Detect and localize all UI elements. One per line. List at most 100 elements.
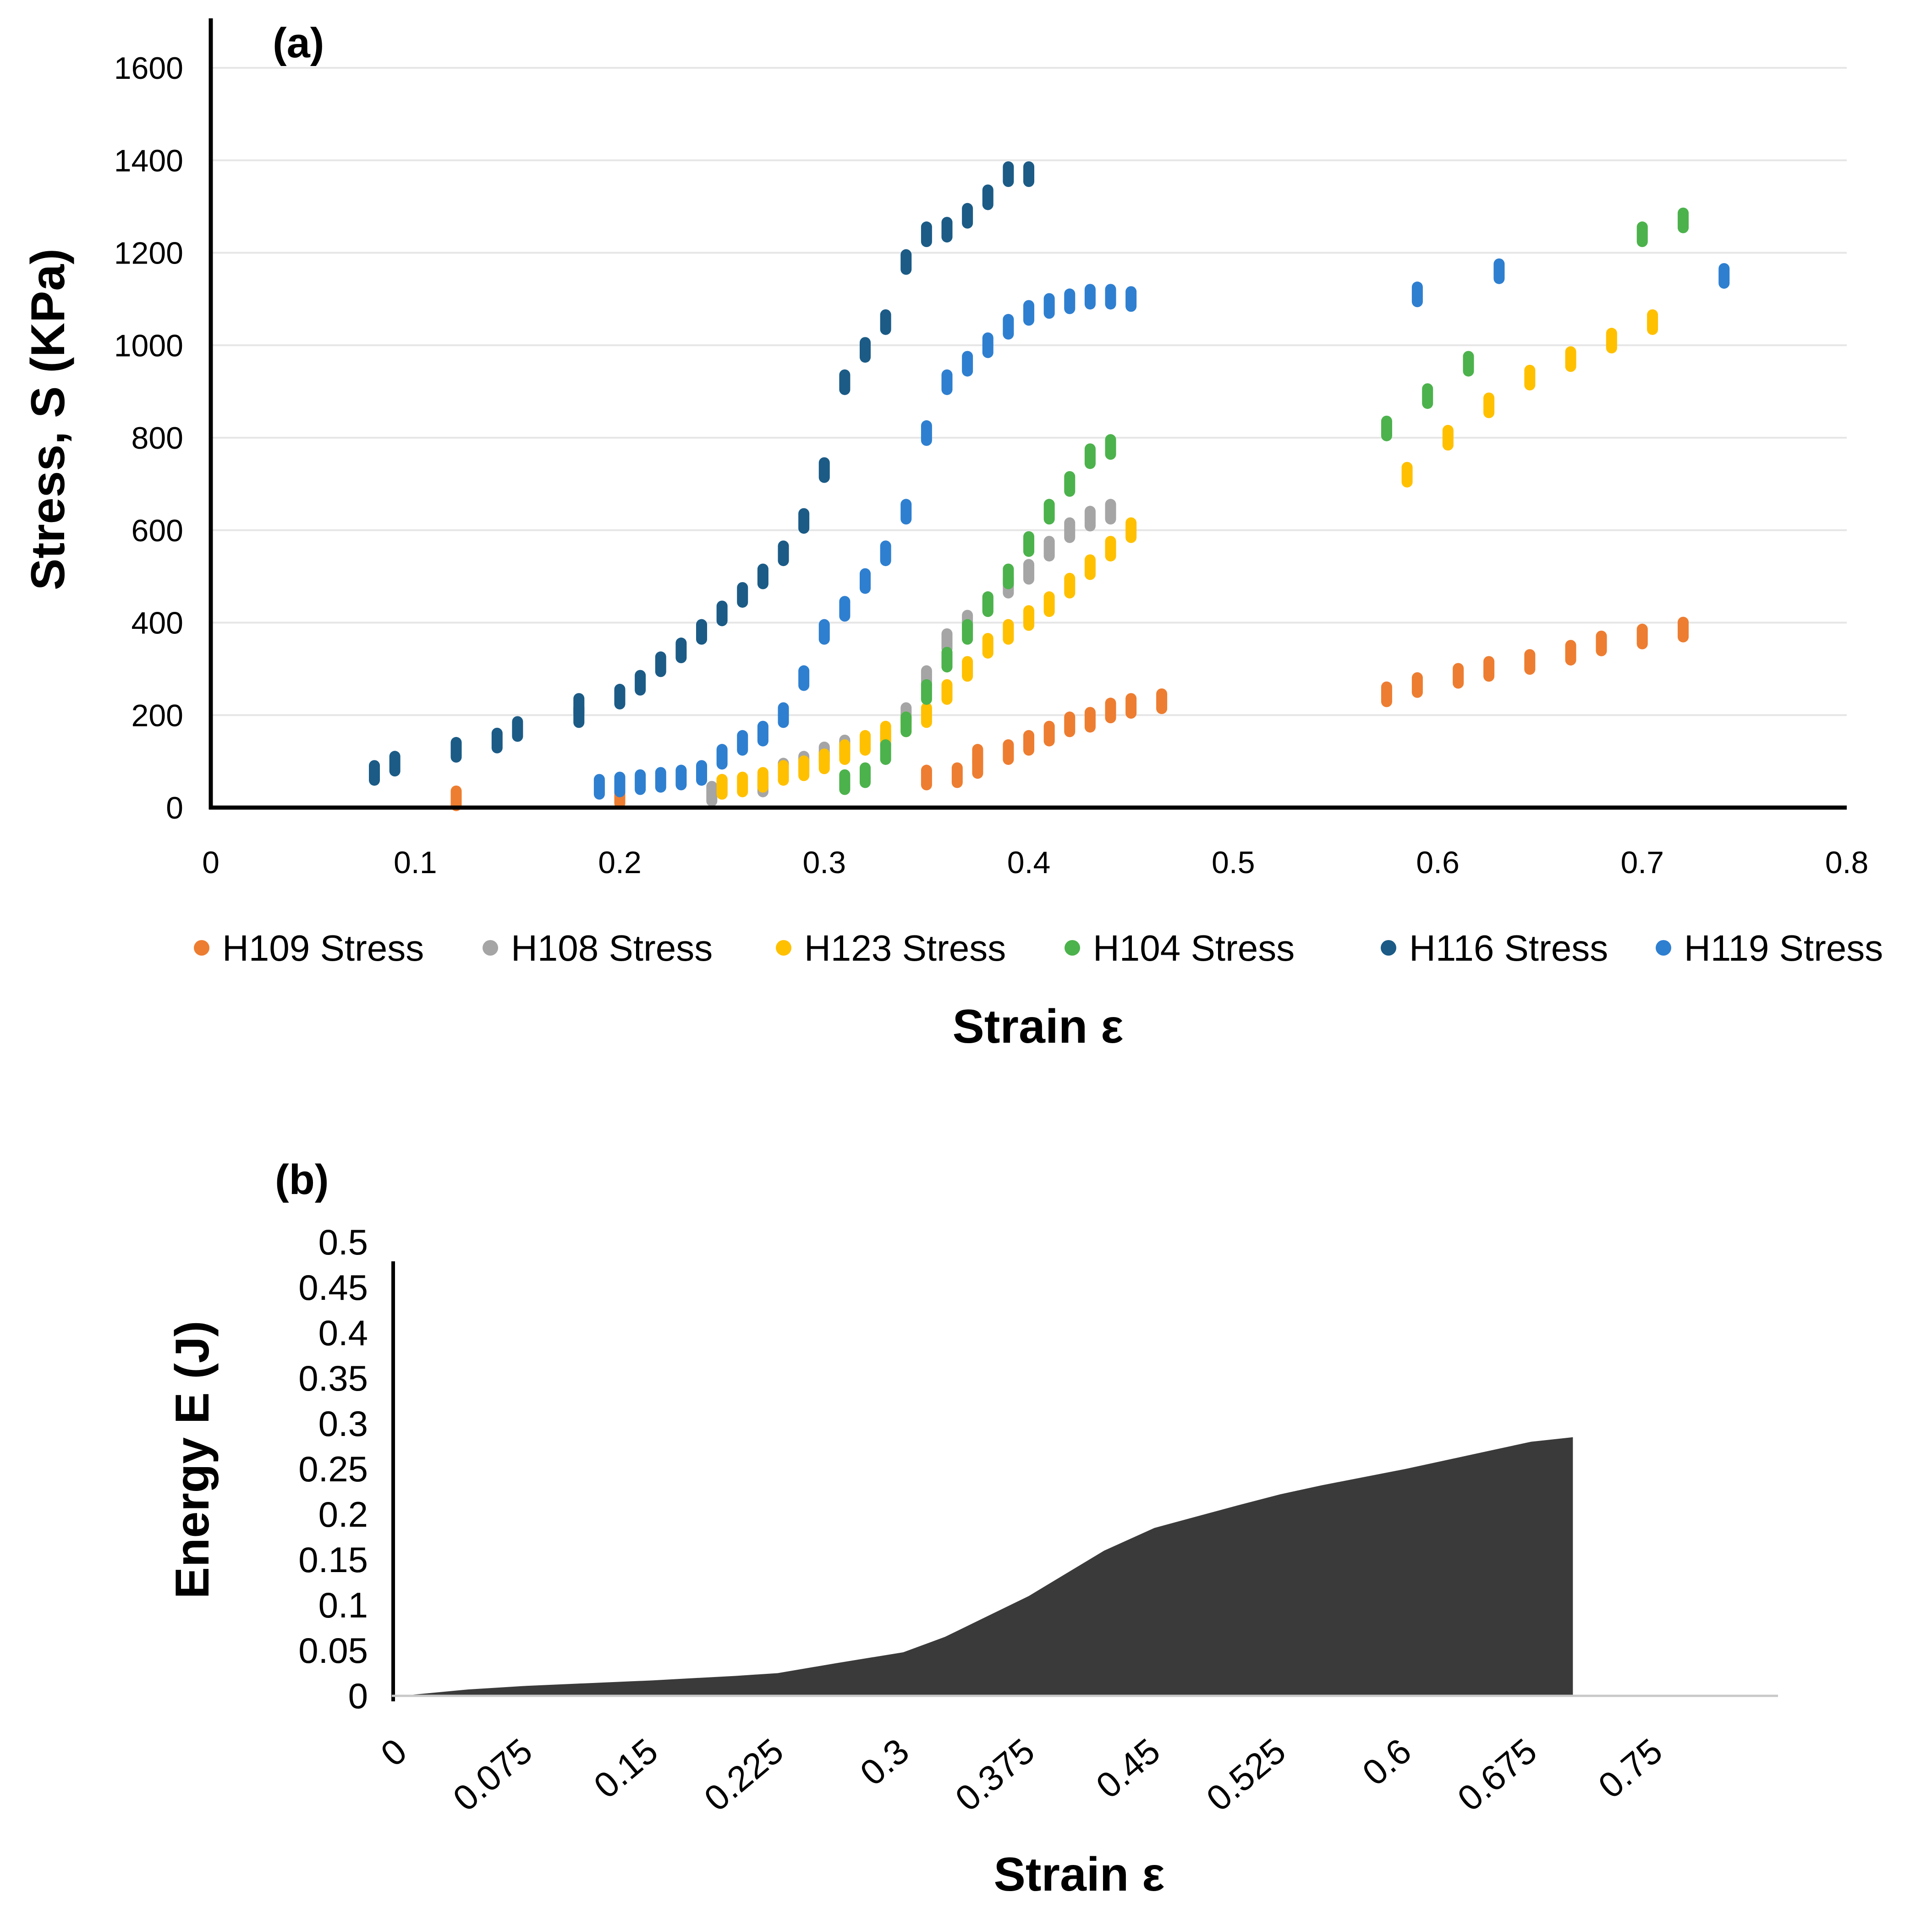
data-point xyxy=(573,693,585,719)
legend-label: H116 Stress xyxy=(1409,928,1608,968)
data-point xyxy=(757,563,768,589)
data-point xyxy=(1023,161,1034,187)
data-point xyxy=(1023,730,1034,756)
legend-label: H104 Stress xyxy=(1093,928,1295,968)
data-point xyxy=(1003,619,1014,645)
data-point xyxy=(921,764,932,791)
data-point xyxy=(512,716,523,742)
data-point xyxy=(1084,707,1096,733)
legend-marker xyxy=(194,940,209,956)
data-point xyxy=(962,656,973,682)
data-point xyxy=(798,755,810,781)
data-point xyxy=(1606,328,1617,354)
y-tick-label: 0.45 xyxy=(298,1267,368,1308)
data-point xyxy=(1064,517,1076,543)
legend-marker xyxy=(776,940,791,956)
data-point xyxy=(1422,383,1433,409)
data-point xyxy=(1105,284,1116,310)
data-point xyxy=(757,720,768,747)
x-tick-label: 0.225 xyxy=(697,1731,791,1819)
x-tick-label: 0.3 xyxy=(852,1731,917,1793)
legend-item-h119-stress: H119 Stress xyxy=(1656,928,1883,968)
data-point xyxy=(716,600,728,627)
panel-b-x-axis-title: Strain ε xyxy=(994,1848,1165,1901)
y-tick-label: 0.3 xyxy=(318,1403,368,1444)
series-h108-stress xyxy=(706,499,1116,807)
x-tick-label: 0.675 xyxy=(1450,1731,1544,1819)
data-point xyxy=(1647,309,1658,335)
data-point xyxy=(1023,559,1034,585)
y-tick-label: 400 xyxy=(132,606,183,641)
data-point xyxy=(1524,364,1536,390)
y-tick-label: 0.05 xyxy=(298,1630,368,1671)
x-tick-label: 0.525 xyxy=(1199,1731,1293,1819)
x-tick-label: 0.2 xyxy=(598,845,642,880)
panel-a-x-tick-labels: 0 0.1 0.2 0.3 0.4 0.5 0.6 0.7 0.8 xyxy=(202,845,1868,880)
x-tick-label: 0.45 xyxy=(1088,1731,1168,1806)
legend-marker xyxy=(483,940,498,956)
data-point xyxy=(860,337,871,363)
data-point xyxy=(1411,281,1423,308)
data-point xyxy=(706,781,718,807)
data-point xyxy=(1043,591,1055,617)
legend-label: H109 Stress xyxy=(222,928,424,968)
panel-a-y-tick-labels: 0 200 400 600 800 1000 1200 1400 1600 xyxy=(114,51,183,825)
series-h123-stress xyxy=(716,309,1658,800)
data-point xyxy=(818,619,830,645)
data-point xyxy=(614,683,626,710)
data-point xyxy=(696,760,707,786)
x-tick-label: 0.5 xyxy=(1212,845,1255,880)
data-point xyxy=(798,508,810,534)
data-point xyxy=(450,737,462,763)
y-tick-label: 600 xyxy=(132,513,183,548)
data-point xyxy=(655,767,666,793)
y-tick-label: 0.25 xyxy=(298,1449,368,1489)
data-point xyxy=(941,679,953,705)
series-h104-stress xyxy=(839,207,1689,795)
data-point xyxy=(1023,605,1034,631)
data-point xyxy=(860,730,871,756)
data-point xyxy=(716,774,728,800)
x-tick-label: 0.4 xyxy=(1007,845,1051,880)
data-point xyxy=(818,748,830,775)
panel-b-energy-strain: 0 0.05 0.1 0.15 0.2 0.25 0.3 0.35 0.4 0.45 0.5 0 0.… xyxy=(166,1156,1778,1901)
data-point xyxy=(982,332,993,358)
data-point xyxy=(1043,536,1055,562)
panel-b-y-axis-title: Energy E (J) xyxy=(166,1321,219,1599)
x-tick-label: 0.075 xyxy=(445,1731,540,1819)
panel-a-x-axis-title: Strain ε xyxy=(953,1000,1124,1053)
y-tick-label: 1200 xyxy=(114,236,183,271)
legend-item-h108-stress: H108 Stress xyxy=(483,928,713,968)
series-h119-stress xyxy=(593,258,1730,800)
data-point xyxy=(941,217,953,243)
data-point xyxy=(716,744,728,770)
data-point xyxy=(1084,554,1096,580)
y-tick-label: 0.2 xyxy=(318,1494,368,1534)
data-point xyxy=(1565,640,1576,666)
legend-label: H123 Stress xyxy=(804,928,1006,968)
data-point xyxy=(900,499,912,525)
data-point xyxy=(635,670,646,696)
legend-item-h109-stress: H109 Stress xyxy=(194,928,424,968)
x-tick-label: 0.3 xyxy=(802,845,846,880)
data-point xyxy=(880,309,891,335)
data-point xyxy=(900,711,912,737)
data-point xyxy=(778,540,789,566)
data-point xyxy=(880,540,891,566)
data-point xyxy=(1442,425,1454,451)
data-point xyxy=(941,647,953,673)
data-point xyxy=(818,457,830,483)
data-point xyxy=(1003,314,1014,340)
data-point xyxy=(1064,288,1076,314)
data-point xyxy=(1064,471,1076,497)
data-point xyxy=(860,568,871,594)
data-point xyxy=(860,762,871,788)
data-point xyxy=(941,369,953,395)
legend-label: H108 Stress xyxy=(511,928,713,968)
data-point xyxy=(962,619,973,645)
data-point xyxy=(972,744,983,770)
data-point xyxy=(798,665,810,691)
x-tick-label: 0.15 xyxy=(586,1731,665,1806)
data-point xyxy=(1483,656,1495,682)
panel-a-scatter-marks xyxy=(369,161,1730,811)
